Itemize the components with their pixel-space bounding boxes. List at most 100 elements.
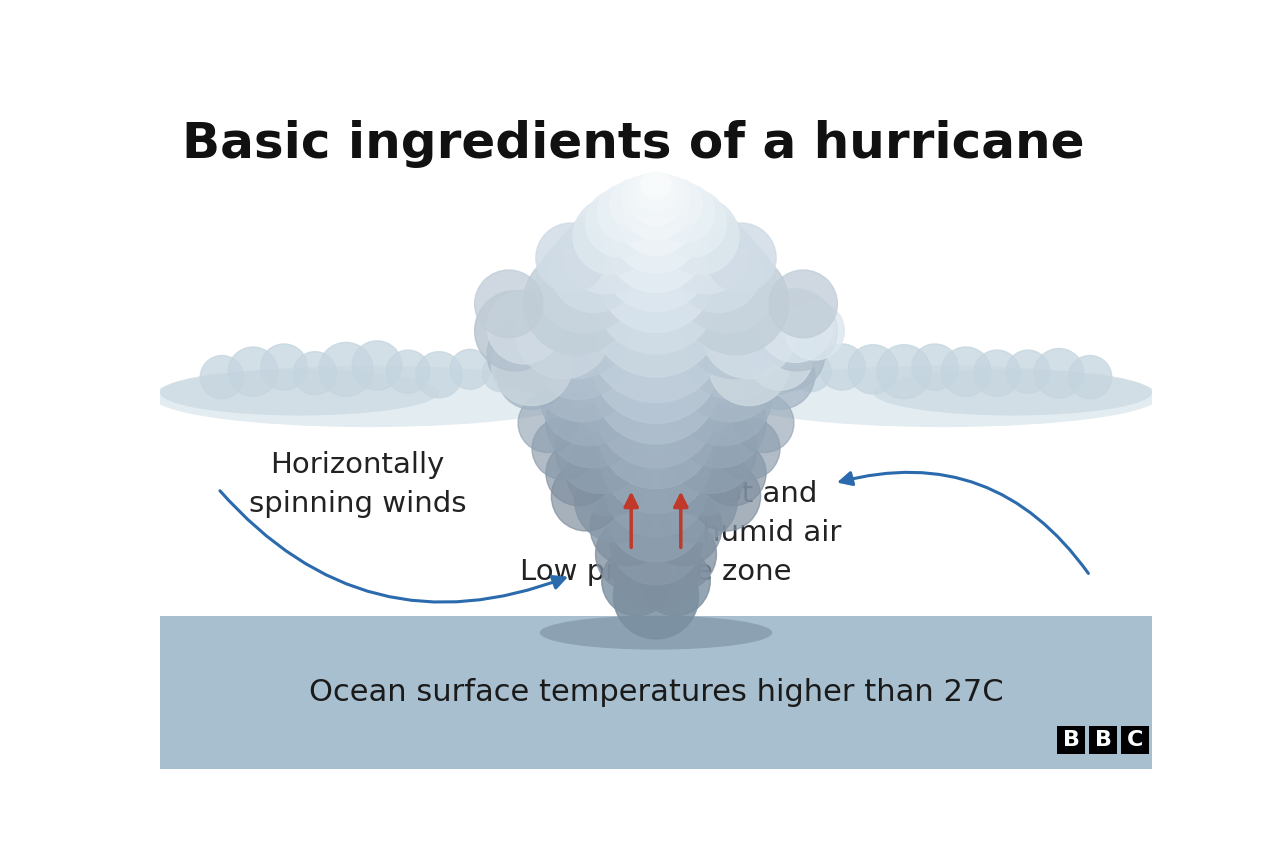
- Text: C: C: [1126, 730, 1143, 750]
- Circle shape: [556, 404, 645, 493]
- Circle shape: [293, 352, 337, 395]
- Bar: [1121, 726, 1149, 753]
- Circle shape: [974, 350, 1020, 397]
- Circle shape: [603, 433, 709, 537]
- Circle shape: [605, 192, 707, 292]
- Circle shape: [660, 431, 745, 516]
- Circle shape: [532, 418, 594, 480]
- Circle shape: [547, 376, 639, 468]
- Circle shape: [532, 321, 632, 422]
- Circle shape: [536, 223, 605, 292]
- Circle shape: [602, 546, 672, 616]
- Circle shape: [515, 283, 611, 378]
- Circle shape: [588, 267, 724, 403]
- Text: Low pressure zone: Low pressure zone: [520, 558, 792, 586]
- Circle shape: [594, 231, 718, 354]
- Circle shape: [475, 291, 556, 371]
- Circle shape: [640, 546, 710, 616]
- Circle shape: [650, 176, 690, 216]
- Circle shape: [644, 489, 722, 566]
- Bar: [1089, 726, 1117, 753]
- Circle shape: [819, 344, 865, 391]
- Text: Horizontally
spinning winds: Horizontally spinning winds: [248, 451, 466, 518]
- Circle shape: [1069, 355, 1112, 398]
- Circle shape: [691, 461, 760, 531]
- Circle shape: [1006, 350, 1050, 393]
- Circle shape: [673, 376, 765, 468]
- Circle shape: [536, 236, 634, 334]
- Ellipse shape: [873, 369, 1152, 416]
- Circle shape: [769, 270, 837, 338]
- Circle shape: [563, 209, 648, 294]
- Circle shape: [416, 352, 462, 397]
- Text: Rain clouds: Rain clouds: [591, 289, 759, 316]
- Circle shape: [658, 189, 727, 257]
- Circle shape: [549, 223, 639, 313]
- Circle shape: [590, 489, 668, 566]
- Circle shape: [613, 554, 699, 638]
- Circle shape: [750, 317, 824, 391]
- Circle shape: [475, 270, 543, 338]
- Ellipse shape: [726, 365, 1160, 427]
- Circle shape: [575, 458, 660, 543]
- Ellipse shape: [152, 365, 586, 427]
- Circle shape: [319, 342, 374, 397]
- Circle shape: [515, 360, 549, 394]
- Circle shape: [595, 518, 669, 591]
- Circle shape: [657, 184, 716, 242]
- Circle shape: [1034, 348, 1084, 397]
- Circle shape: [609, 492, 703, 585]
- Circle shape: [745, 340, 815, 410]
- Text: Basic ingredients of a hurricane: Basic ingredients of a hurricane: [182, 120, 1084, 168]
- Circle shape: [681, 270, 790, 378]
- Circle shape: [526, 296, 631, 399]
- Circle shape: [849, 345, 897, 394]
- Circle shape: [567, 431, 652, 516]
- Circle shape: [261, 344, 307, 391]
- Circle shape: [643, 518, 717, 591]
- Text: B: B: [1062, 730, 1080, 750]
- Circle shape: [598, 217, 714, 333]
- Circle shape: [701, 441, 765, 505]
- Circle shape: [678, 236, 776, 334]
- Circle shape: [605, 461, 707, 562]
- Circle shape: [611, 521, 701, 610]
- Circle shape: [600, 403, 712, 513]
- Circle shape: [540, 350, 636, 446]
- Circle shape: [756, 291, 837, 371]
- Ellipse shape: [540, 616, 772, 650]
- Circle shape: [585, 189, 654, 257]
- Circle shape: [735, 394, 794, 453]
- Circle shape: [200, 355, 243, 398]
- Circle shape: [684, 250, 788, 355]
- Circle shape: [941, 347, 991, 397]
- Circle shape: [497, 340, 567, 410]
- Circle shape: [609, 179, 659, 228]
- Circle shape: [492, 326, 572, 405]
- Circle shape: [483, 355, 520, 391]
- Circle shape: [636, 172, 676, 213]
- Circle shape: [707, 223, 776, 292]
- Circle shape: [387, 350, 430, 393]
- Circle shape: [641, 173, 663, 194]
- Circle shape: [649, 173, 671, 194]
- Circle shape: [673, 223, 763, 313]
- Circle shape: [653, 179, 703, 228]
- Circle shape: [449, 349, 490, 390]
- Bar: [160, 616, 1152, 770]
- Circle shape: [352, 340, 402, 391]
- Circle shape: [602, 204, 710, 312]
- Circle shape: [593, 318, 719, 444]
- Circle shape: [522, 270, 631, 378]
- Circle shape: [791, 352, 831, 391]
- Circle shape: [643, 172, 669, 200]
- Circle shape: [701, 283, 797, 378]
- Circle shape: [598, 373, 714, 489]
- Circle shape: [595, 348, 717, 468]
- Circle shape: [676, 350, 772, 446]
- Circle shape: [611, 184, 701, 273]
- Circle shape: [573, 198, 650, 275]
- Text: Ocean surface temperatures higher than 27C: Ocean surface temperatures higher than 2…: [308, 678, 1004, 708]
- Circle shape: [748, 326, 813, 391]
- Circle shape: [630, 173, 682, 226]
